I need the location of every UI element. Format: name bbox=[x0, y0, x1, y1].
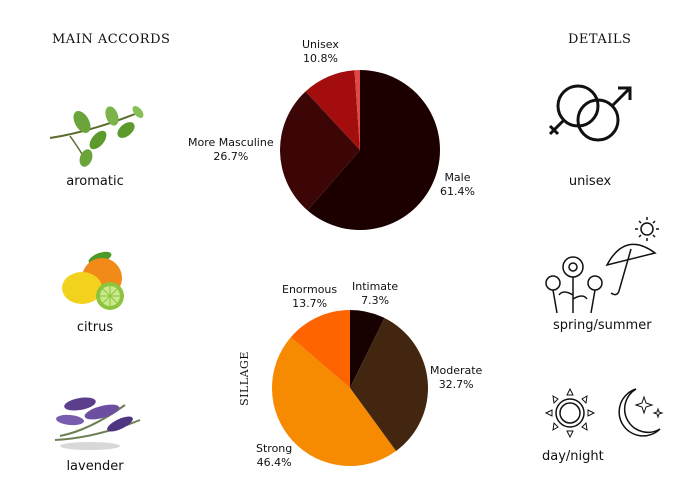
slice-percent: 46.4% bbox=[256, 456, 292, 469]
sillage-axis-label: SILLAGE bbox=[237, 351, 251, 406]
sun-moon-icon bbox=[544, 387, 664, 439]
pie-slice-male bbox=[307, 70, 440, 230]
pie-label-moderate: Moderate 32.7% bbox=[430, 364, 482, 392]
lavender-flower-icon bbox=[54, 397, 141, 450]
pie-slice-more-masculine bbox=[280, 91, 360, 211]
pie-slice-strong bbox=[272, 337, 397, 466]
pie-label-male: Male 61.4% bbox=[440, 171, 475, 199]
slice-name: Unisex bbox=[302, 38, 339, 51]
herb-sprig-icon bbox=[49, 106, 144, 167]
slice-percent: 13.7% bbox=[292, 297, 328, 310]
slice-name: Strong bbox=[256, 442, 293, 455]
slice-percent: 26.7% bbox=[213, 150, 249, 163]
gender-pie-chart bbox=[280, 70, 440, 230]
slice-name: Intimate bbox=[352, 280, 399, 293]
slice-name: More Masculine bbox=[188, 136, 274, 149]
slice-percent: 32.7% bbox=[438, 378, 474, 391]
detail-item-unisex: unisex bbox=[535, 78, 645, 189]
pie-slice-unisex bbox=[305, 70, 360, 150]
slice-name: Moderate bbox=[430, 364, 483, 377]
accord-label: lavender bbox=[66, 459, 124, 474]
pie-label-enormous: Enormous 13.7% bbox=[282, 283, 337, 311]
slice-name: Enormous bbox=[282, 283, 338, 296]
main-accords-heading: MAIN ACCORDS bbox=[52, 32, 171, 47]
pie-slice-moderate bbox=[350, 318, 428, 451]
detail-label: day/night bbox=[542, 449, 604, 464]
detail-label: unisex bbox=[568, 174, 612, 189]
sillage-pie-chart bbox=[272, 310, 428, 466]
accord-item-aromatic: aromatic bbox=[25, 100, 165, 189]
slice-percent: 61.4% bbox=[440, 185, 475, 198]
accord-item-lavender: lavender bbox=[25, 390, 165, 474]
accord-label: aromatic bbox=[66, 174, 124, 189]
detail-label: spring/summer bbox=[553, 318, 652, 333]
flowers-umbrella-sun-icon bbox=[545, 217, 659, 314]
pie-slice-intimate bbox=[350, 310, 385, 388]
details-heading: DETAILS bbox=[568, 32, 632, 47]
pie-label-unisex: Unisex 10.8% bbox=[302, 38, 339, 66]
detail-item-season: spring/summer bbox=[535, 215, 665, 333]
slice-percent: 10.8% bbox=[302, 52, 338, 65]
pie-slice-slice-3 bbox=[354, 70, 360, 150]
slice-percent: 7.3% bbox=[361, 294, 390, 307]
pie-label-intimate: Intimate 7.3% bbox=[352, 280, 398, 308]
gender-symbols-icon bbox=[548, 84, 632, 142]
pie-label-strong: Strong 46.4% bbox=[256, 442, 292, 470]
pie-slice-enormous bbox=[290, 310, 350, 388]
accord-label: citrus bbox=[76, 320, 114, 335]
slice-name: Male bbox=[444, 171, 471, 184]
citrus-fruit-icon bbox=[62, 251, 124, 310]
pie-label-more-masculine: More Masculine 26.7% bbox=[188, 136, 274, 164]
accord-item-citrus: citrus bbox=[25, 248, 165, 335]
detail-item-time: day/night bbox=[540, 385, 670, 464]
